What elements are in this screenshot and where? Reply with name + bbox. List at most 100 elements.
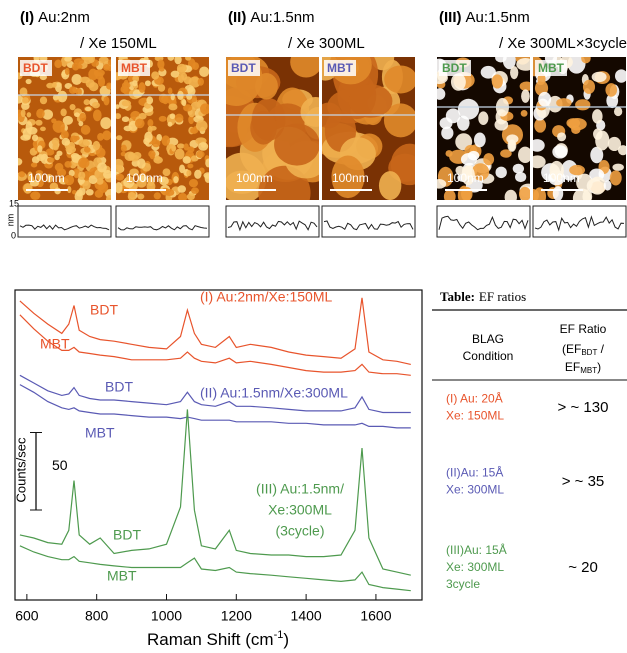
afm-grain (64, 161, 71, 168)
afm-grain (605, 83, 617, 97)
afm-grain (162, 135, 170, 145)
table-ratio: > ~ 130 (558, 399, 609, 416)
afm-grain (81, 125, 90, 135)
afm-grain (198, 142, 208, 151)
afm-grain (52, 138, 60, 146)
afm-grain (60, 127, 64, 133)
afm-grain (194, 170, 201, 179)
afm-grain (274, 123, 320, 165)
afm-grain (556, 98, 571, 108)
afm-grain (95, 190, 103, 198)
afm-grain (461, 187, 473, 201)
afm-grain (162, 96, 169, 104)
afm-grain (148, 150, 155, 157)
table-title-text: EF ratios (479, 289, 526, 304)
afm-grain (168, 122, 173, 127)
x-tick-label: 1200 (221, 608, 252, 624)
scale-label: 100nm (447, 171, 484, 185)
afm-grain (51, 118, 56, 123)
table-header: Condition (463, 349, 514, 363)
afm-grain (183, 156, 191, 164)
series-label: BDT (113, 527, 141, 543)
afm-grain (604, 180, 612, 190)
afm-grain (35, 120, 42, 126)
ratio-sub: MBT (580, 366, 597, 375)
afm-grain (163, 168, 171, 176)
afm-grain (103, 64, 110, 71)
afm-grain (478, 111, 488, 125)
afm-grain (95, 72, 103, 80)
afm-grain (73, 136, 79, 141)
afm-grain (614, 107, 622, 116)
afm-grain (184, 76, 192, 84)
afm-grain (86, 189, 94, 196)
annotation: (III) Au:1.5nm/ (256, 481, 344, 497)
scale-label: 100nm (332, 171, 369, 185)
afm-grain (519, 187, 531, 201)
afm-grain (175, 114, 184, 123)
afm-grain (461, 153, 477, 166)
table-header: EF Ratio (560, 322, 607, 336)
panel-material: Au:2nm (38, 9, 90, 26)
x-label-main: Raman Shift (cm (147, 630, 274, 649)
afm-grain (159, 67, 165, 72)
panel-subtitle: / Xe 300ML (288, 35, 365, 52)
afm-grain (196, 120, 208, 131)
afm-grain (84, 99, 90, 105)
afm-grain (553, 186, 563, 201)
afm-grain (177, 185, 186, 193)
afm-grain (76, 190, 83, 197)
afm-grain (168, 104, 177, 111)
panel-material: Au:1.5nm (250, 9, 314, 26)
afm-grain (36, 154, 45, 161)
afm-grain (56, 151, 62, 156)
figure: (I)Au:2nm/ Xe 150MLBDT100nmMBT100nm(II)A… (0, 0, 627, 653)
afm-grain (145, 80, 151, 86)
afm-grain (100, 117, 111, 129)
afm-grain (510, 66, 518, 79)
afm-grain (40, 127, 46, 132)
afm-grain (125, 152, 136, 161)
afm-grain (513, 164, 524, 174)
afm-grain (384, 65, 417, 93)
afm-grain (196, 151, 205, 158)
panel-title: (II)Au:1.5nm (228, 9, 315, 26)
panel-subtitle: / Xe 150ML (80, 35, 157, 52)
afm-grain (78, 171, 85, 180)
x-tick-label: 600 (15, 608, 39, 624)
afm-grain (144, 132, 152, 143)
afm-grain (175, 149, 185, 160)
series-label: MBT (85, 425, 115, 441)
series-label: BDT (90, 302, 118, 318)
afm-grain (515, 172, 526, 182)
afm-grain (64, 175, 74, 185)
afm-grain (80, 77, 90, 84)
afm-grain (589, 177, 606, 195)
afm-grain (592, 109, 603, 124)
afm-grain (186, 170, 191, 176)
afm-grain (32, 135, 38, 142)
afm-grain (198, 78, 204, 86)
afm-grain (137, 193, 144, 199)
table-condition: Xe: 300ML (446, 483, 504, 497)
image-label: MBT (121, 61, 148, 75)
image-label: MBT (327, 61, 354, 75)
afm-grain (138, 82, 145, 93)
afm-grain (69, 86, 77, 93)
profile-axis-bottom: 0 (11, 230, 16, 240)
afm-grain (135, 119, 145, 129)
afm-grain (84, 147, 91, 153)
afm-grain (36, 109, 45, 119)
afm-grain (79, 139, 90, 147)
y-axis-label: Counts/sec (13, 437, 28, 503)
afm-grain (147, 119, 153, 127)
table-title: Table: EF ratios (440, 289, 526, 304)
afm-grain (31, 163, 37, 168)
table-condition: Xe: 300ML (446, 560, 504, 574)
afm-grain (116, 135, 122, 140)
table-title-bold: Table: (440, 289, 475, 304)
series-label: BDT (105, 379, 133, 395)
series-label: MBT (107, 568, 137, 584)
x-tick-label: 1400 (291, 608, 322, 624)
afm-grain (137, 158, 145, 168)
